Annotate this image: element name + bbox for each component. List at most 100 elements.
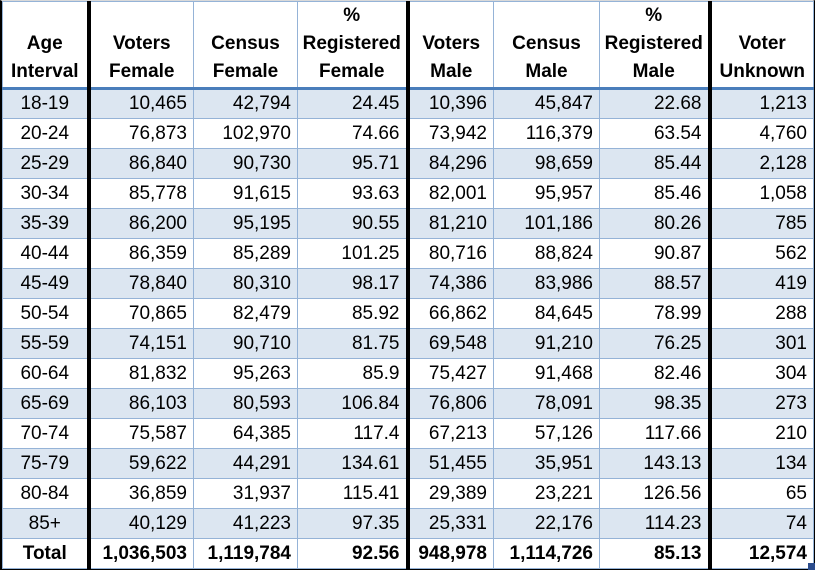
value-cell[interactable]: 75,587 xyxy=(88,418,194,449)
value-cell[interactable]: 98,659 xyxy=(493,148,600,179)
value-cell[interactable]: 143.13 xyxy=(599,448,712,479)
col-header-census-female[interactable]: Census Female xyxy=(193,1,298,90)
age-interval-cell[interactable]: 80-84 xyxy=(2,478,91,509)
age-interval-cell[interactable]: 30-34 xyxy=(2,178,91,209)
value-cell[interactable]: 88,824 xyxy=(493,238,600,269)
age-interval-cell[interactable]: 50-54 xyxy=(2,298,91,329)
value-cell[interactable]: 88.57 xyxy=(599,268,712,299)
value-cell[interactable]: 114.23 xyxy=(599,508,712,539)
value-cell[interactable]: 25,331 xyxy=(407,508,494,539)
value-cell[interactable]: 76.25 xyxy=(599,328,712,359)
value-cell[interactable]: 95,263 xyxy=(193,358,298,389)
value-cell[interactable]: 85.44 xyxy=(599,148,712,179)
value-cell[interactable]: 4,760 xyxy=(709,118,814,149)
value-cell[interactable]: 63.54 xyxy=(599,118,712,149)
value-cell[interactable]: 83,986 xyxy=(493,268,600,299)
value-cell[interactable]: 44,291 xyxy=(193,448,298,479)
value-cell[interactable]: 67,213 xyxy=(407,418,494,449)
value-cell[interactable]: 102,970 xyxy=(193,118,298,149)
value-cell[interactable]: 84,645 xyxy=(493,298,600,329)
value-cell[interactable]: 90,710 xyxy=(193,328,298,359)
value-cell[interactable]: 90.87 xyxy=(599,238,712,269)
value-cell[interactable]: 85.46 xyxy=(599,178,712,209)
col-header-pct-registered-male[interactable]: % Registered Male xyxy=(599,1,712,90)
value-cell[interactable]: 65 xyxy=(709,478,814,509)
col-header-voter-unknown[interactable]: Voter Unknown xyxy=(709,1,814,90)
value-cell[interactable]: 85.92 xyxy=(297,298,410,329)
value-cell[interactable]: 23,221 xyxy=(493,478,600,509)
value-cell[interactable]: 86,200 xyxy=(88,208,194,239)
value-cell[interactable]: 1,213 xyxy=(709,88,814,119)
value-cell[interactable]: 40,129 xyxy=(88,508,194,539)
value-cell[interactable]: 91,210 xyxy=(493,328,600,359)
value-cell[interactable]: 288 xyxy=(709,298,814,329)
value-cell[interactable]: 92.56 xyxy=(297,538,410,569)
value-cell[interactable]: 948,978 xyxy=(407,538,494,569)
value-cell[interactable]: 12,574 xyxy=(709,538,814,569)
value-cell[interactable]: 45,847 xyxy=(493,88,600,119)
value-cell[interactable]: 93.63 xyxy=(297,178,410,209)
value-cell[interactable]: 57,126 xyxy=(493,418,600,449)
value-cell[interactable]: 2,128 xyxy=(709,148,814,179)
value-cell[interactable]: 66,862 xyxy=(407,298,494,329)
value-cell[interactable]: 101,186 xyxy=(493,208,600,239)
age-interval-cell[interactable]: Total xyxy=(2,538,91,569)
value-cell[interactable]: 98.35 xyxy=(599,388,712,419)
value-cell[interactable]: 562 xyxy=(709,238,814,269)
value-cell[interactable]: 85,289 xyxy=(193,238,298,269)
value-cell[interactable]: 22.68 xyxy=(599,88,712,119)
col-header-census-male[interactable]: Census Male xyxy=(493,1,600,90)
value-cell[interactable]: 85.9 xyxy=(297,358,410,389)
value-cell[interactable]: 84,296 xyxy=(407,148,494,179)
value-cell[interactable]: 106.84 xyxy=(297,388,410,419)
value-cell[interactable]: 273 xyxy=(709,388,814,419)
value-cell[interactable]: 98.17 xyxy=(297,268,410,299)
age-interval-cell[interactable]: 75-79 xyxy=(2,448,91,479)
value-cell[interactable]: 1,114,726 xyxy=(493,538,600,569)
value-cell[interactable]: 86,840 xyxy=(88,148,194,179)
age-interval-cell[interactable]: 60-64 xyxy=(2,358,91,389)
col-header-age-interval[interactable]: Age Interval xyxy=(2,1,91,90)
col-header-voters-female[interactable]: Voters Female xyxy=(88,1,194,90)
value-cell[interactable]: 78,091 xyxy=(493,388,600,419)
age-interval-cell[interactable]: 25-29 xyxy=(2,148,91,179)
age-interval-cell[interactable]: 70-74 xyxy=(2,418,91,449)
value-cell[interactable]: 73,942 xyxy=(407,118,494,149)
value-cell[interactable]: 116,379 xyxy=(493,118,600,149)
value-cell[interactable]: 74,386 xyxy=(407,268,494,299)
value-cell[interactable]: 210 xyxy=(709,418,814,449)
value-cell[interactable]: 95,195 xyxy=(193,208,298,239)
value-cell[interactable]: 90.55 xyxy=(297,208,410,239)
value-cell[interactable]: 117.4 xyxy=(297,418,410,449)
value-cell[interactable]: 42,794 xyxy=(193,88,298,119)
value-cell[interactable]: 74,151 xyxy=(88,328,194,359)
value-cell[interactable]: 10,465 xyxy=(88,88,194,119)
value-cell[interactable]: 78.99 xyxy=(599,298,712,329)
value-cell[interactable]: 78,840 xyxy=(88,268,194,299)
value-cell[interactable]: 126.56 xyxy=(599,478,712,509)
value-cell[interactable]: 22,176 xyxy=(493,508,600,539)
value-cell[interactable]: 10,396 xyxy=(407,88,494,119)
value-cell[interactable]: 1,036,503 xyxy=(88,538,194,569)
age-interval-cell[interactable]: 35-39 xyxy=(2,208,91,239)
value-cell[interactable]: 101.25 xyxy=(297,238,410,269)
table-resize-handle[interactable] xyxy=(808,563,815,570)
value-cell[interactable]: 76,873 xyxy=(88,118,194,149)
value-cell[interactable]: 75,427 xyxy=(407,358,494,389)
value-cell[interactable]: 117.66 xyxy=(599,418,712,449)
value-cell[interactable]: 64,385 xyxy=(193,418,298,449)
value-cell[interactable]: 82.46 xyxy=(599,358,712,389)
age-interval-cell[interactable]: 55-59 xyxy=(2,328,91,359)
value-cell[interactable]: 115.41 xyxy=(297,478,410,509)
value-cell[interactable]: 36,859 xyxy=(88,478,194,509)
value-cell[interactable]: 1,058 xyxy=(709,178,814,209)
age-interval-cell[interactable]: 18-19 xyxy=(2,88,91,119)
value-cell[interactable]: 31,937 xyxy=(193,478,298,509)
value-cell[interactable]: 24.45 xyxy=(297,88,410,119)
value-cell[interactable]: 74 xyxy=(709,508,814,539)
value-cell[interactable]: 59,622 xyxy=(88,448,194,479)
value-cell[interactable]: 74.66 xyxy=(297,118,410,149)
age-interval-cell[interactable]: 40-44 xyxy=(2,238,91,269)
value-cell[interactable]: 91,468 xyxy=(493,358,600,389)
value-cell[interactable]: 91,615 xyxy=(193,178,298,209)
